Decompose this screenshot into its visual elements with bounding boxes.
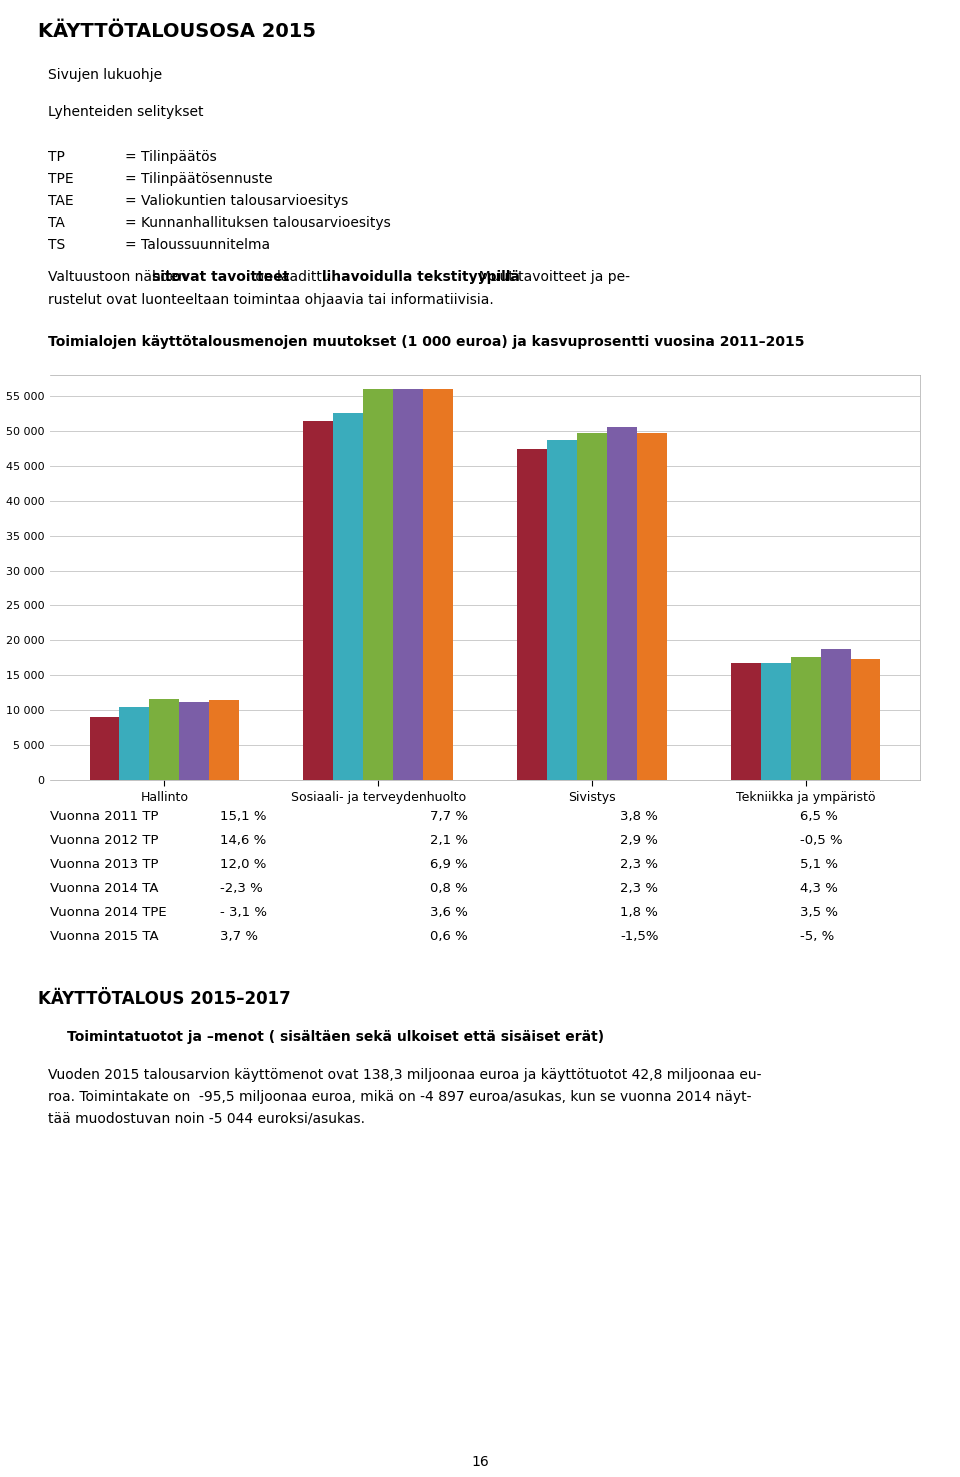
Text: 0,6 %: 0,6 % — [430, 931, 468, 942]
Bar — [363, 388, 393, 780]
Bar — [547, 440, 577, 780]
Text: 3,8 %: 3,8 % — [620, 809, 658, 823]
Bar — [760, 663, 791, 780]
Text: 2,3 %: 2,3 % — [620, 858, 658, 871]
Text: TA: TA — [48, 216, 65, 230]
Text: TAE: TAE — [48, 193, 74, 208]
Text: = Valiokuntien talousarvioesitys: = Valiokuntien talousarvioesitys — [125, 193, 348, 208]
Text: 15,1 %: 15,1 % — [220, 809, 267, 823]
Text: Toimialojen käyttötalousmenojen muutokset (1 000 euroa) ja kasvuprosentti vuosin: Toimialojen käyttötalousmenojen muutokse… — [48, 335, 804, 349]
Bar — [119, 707, 150, 780]
Text: -2,3 %: -2,3 % — [220, 882, 263, 895]
Text: 3,5 %: 3,5 % — [800, 905, 838, 919]
Text: = Tilinpäätösennuste: = Tilinpäätösennuste — [125, 171, 273, 186]
Text: rustelut ovat luonteeltaan toimintaa ohjaavia tai informatiivisia.: rustelut ovat luonteeltaan toimintaa ohj… — [48, 292, 493, 307]
Text: 0,8 %: 0,8 % — [430, 882, 468, 895]
Text: 4,3 %: 4,3 % — [800, 882, 838, 895]
Text: -5, %: -5, % — [800, 931, 834, 942]
Text: 3,6 %: 3,6 % — [430, 905, 468, 919]
Bar — [423, 388, 453, 780]
Text: 2,3 %: 2,3 % — [620, 882, 658, 895]
Bar — [303, 421, 333, 780]
Bar — [636, 433, 666, 780]
Bar — [150, 699, 180, 780]
Text: Vuonna 2014 TA: Vuonna 2014 TA — [50, 882, 158, 895]
Text: 3,7 %: 3,7 % — [220, 931, 258, 942]
Text: 1,8 %: 1,8 % — [620, 905, 658, 919]
Text: 6,9 %: 6,9 % — [430, 858, 468, 871]
Text: TPE: TPE — [48, 171, 74, 186]
Bar — [731, 663, 760, 780]
Bar — [333, 414, 363, 780]
Bar — [791, 657, 821, 780]
Text: Vuoden 2015 talousarvion käyttömenot ovat 138,3 miljoonaa euroa ja käyttötuotot : Vuoden 2015 talousarvion käyttömenot ova… — [48, 1068, 761, 1083]
Text: 2,9 %: 2,9 % — [620, 835, 658, 846]
Bar — [89, 718, 119, 780]
Text: Toimintatuotot ja –menot ( sisältäen sekä ulkoiset että sisäiset erät): Toimintatuotot ja –menot ( sisältäen sek… — [67, 1029, 605, 1044]
Text: 12,0 %: 12,0 % — [220, 858, 266, 871]
Text: KÄYTTÖTALOUSOSA 2015: KÄYTTÖTALOUSOSA 2015 — [38, 22, 317, 41]
Bar — [209, 700, 239, 780]
Text: = Tilinpäätös: = Tilinpäätös — [125, 151, 217, 164]
Text: Valtuustoon nähden: Valtuustoon nähden — [48, 270, 191, 284]
Text: 2,1 %: 2,1 % — [430, 835, 468, 846]
Text: sitovat tavoitteet: sitovat tavoitteet — [152, 270, 289, 284]
Text: -0,5 %: -0,5 % — [800, 835, 843, 846]
Bar — [607, 427, 636, 780]
Text: Vuonna 2015 TA: Vuonna 2015 TA — [50, 931, 158, 942]
Bar — [821, 650, 851, 780]
Bar — [851, 659, 880, 780]
Text: = Kunnanhallituksen talousarvioesitys: = Kunnanhallituksen talousarvioesitys — [125, 216, 391, 230]
Text: KÄYTTÖTALOUS 2015–2017: KÄYTTÖTALOUS 2015–2017 — [38, 990, 291, 1007]
Bar — [577, 433, 607, 780]
Bar — [393, 388, 423, 780]
Text: Vuonna 2014 TPE: Vuonna 2014 TPE — [50, 905, 167, 919]
Text: 6,5 %: 6,5 % — [800, 809, 838, 823]
Bar — [517, 449, 547, 780]
Text: tää muodostuvan noin -5 044 euroksi/asukas.: tää muodostuvan noin -5 044 euroksi/asuk… — [48, 1112, 365, 1125]
Text: 5,1 %: 5,1 % — [800, 858, 838, 871]
Text: Sivujen lukuohje: Sivujen lukuohje — [48, 68, 162, 83]
Text: 14,6 %: 14,6 % — [220, 835, 266, 846]
Text: 7,7 %: 7,7 % — [430, 809, 468, 823]
Text: - 3,1 %: - 3,1 % — [220, 905, 267, 919]
Text: TP: TP — [48, 151, 65, 164]
Text: roa. Toimintakate on  -95,5 miljoonaa euroa, mikä on -4 897 euroa/asukas, kun se: roa. Toimintakate on -95,5 miljoonaa eur… — [48, 1090, 752, 1103]
Text: Vuonna 2012 TP: Vuonna 2012 TP — [50, 835, 158, 846]
Text: . Muut tavoitteet ja pe-: . Muut tavoitteet ja pe- — [469, 270, 630, 284]
Text: TS: TS — [48, 238, 65, 253]
Bar — [180, 703, 209, 780]
Text: -1,5%: -1,5% — [620, 931, 659, 942]
Text: Lyhenteiden selitykset: Lyhenteiden selitykset — [48, 105, 204, 120]
Text: = Taloussuunnitelma: = Taloussuunnitelma — [125, 238, 270, 253]
Text: on laadittu: on laadittu — [251, 270, 335, 284]
Text: 16: 16 — [471, 1455, 489, 1470]
Text: Vuonna 2013 TP: Vuonna 2013 TP — [50, 858, 158, 871]
Text: Vuonna 2011 TP: Vuonna 2011 TP — [50, 809, 158, 823]
Text: lihavoidulla tekstityypillä: lihavoidulla tekstityypillä — [322, 270, 519, 284]
